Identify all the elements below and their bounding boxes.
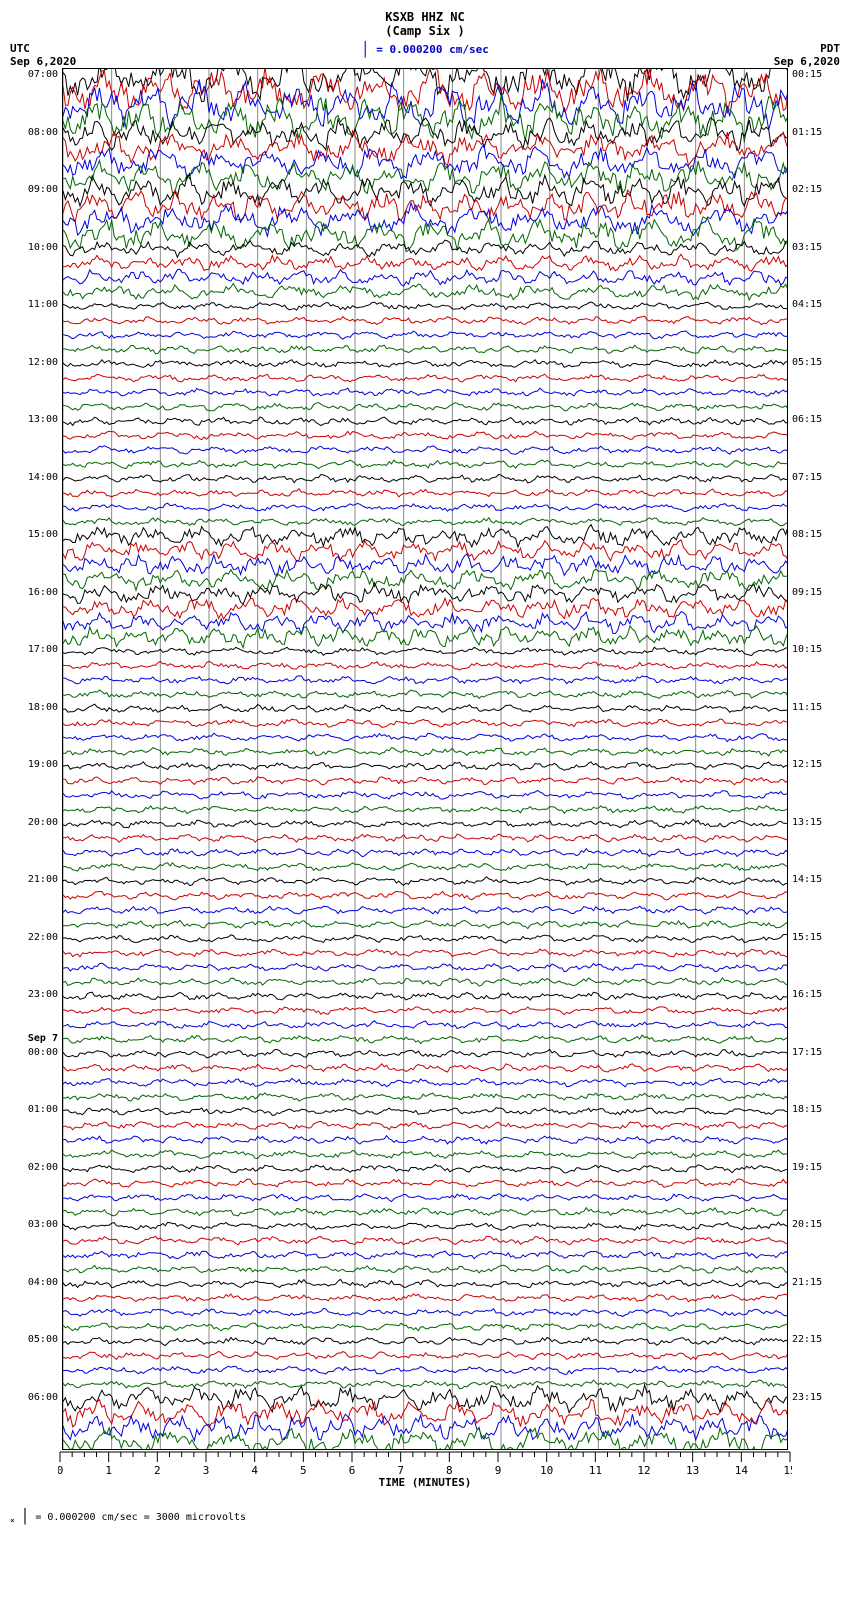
tz-left: UTC xyxy=(10,42,90,55)
utc-hour-label: 16:00 xyxy=(28,587,58,598)
utc-hour-label: 06:00 xyxy=(28,1392,58,1403)
svg-text:5: 5 xyxy=(300,1464,307,1477)
pdt-hour-label: 13:15 xyxy=(792,817,822,828)
footer: × │ = 0.000200 cm/sec = 3000 microvolts xyxy=(10,1509,840,1525)
plot-wrap: 07:00 08:00 09:00 10:00 11:00 12:00 13:00 14:00… xyxy=(10,68,840,1450)
pdt-hour-label: 14:15 xyxy=(792,874,822,885)
pdt-hour-label: 11:15 xyxy=(792,702,822,713)
pdt-hour-label: 16:15 xyxy=(792,989,822,1000)
pdt-hour-label: 03:15 xyxy=(792,242,822,253)
tz-right: PDT xyxy=(760,42,840,55)
pdt-hour-label: 15:15 xyxy=(792,932,822,943)
pdt-hour-label: 04:15 xyxy=(792,299,822,310)
svg-text:14: 14 xyxy=(735,1464,749,1477)
utc-hour-label: 20:00 xyxy=(28,817,58,828)
svg-text:9: 9 xyxy=(495,1464,502,1477)
pdt-hour-label: 19:15 xyxy=(792,1162,822,1173)
seismogram-plot xyxy=(62,68,788,1450)
pdt-hour-label: 01:15 xyxy=(792,127,822,138)
pdt-hour-label: 06:15 xyxy=(792,414,822,425)
utc-hour-label: 00:00 xyxy=(28,1047,58,1058)
header-left: UTC Sep 6,2020 xyxy=(10,42,90,68)
pdt-hour-label: 23:15 xyxy=(792,1392,822,1403)
pdt-hour-label: 10:15 xyxy=(792,644,822,655)
footer-mark: × xyxy=(10,1516,15,1525)
footer-bar-icon: │ xyxy=(21,1509,29,1525)
svg-text:15: 15 xyxy=(783,1464,792,1477)
utc-hour-label: 10:00 xyxy=(28,242,58,253)
svg-text:8: 8 xyxy=(446,1464,453,1477)
scale-text: = 0.000200 cm/sec xyxy=(376,43,489,56)
day-marker: Sep 7 xyxy=(28,1033,58,1044)
svg-text:13: 13 xyxy=(686,1464,699,1477)
utc-hour-label: 05:00 xyxy=(28,1334,58,1345)
utc-hour-label: 17:00 xyxy=(28,644,58,655)
date-right: Sep 6,2020 xyxy=(760,55,840,68)
pdt-hour-label: 07:15 xyxy=(792,472,822,483)
pdt-hour-label: 09:15 xyxy=(792,587,822,598)
station-title-1: KSXB HHZ NC xyxy=(10,10,840,24)
svg-text:7: 7 xyxy=(397,1464,404,1477)
svg-text:12: 12 xyxy=(637,1464,650,1477)
utc-hour-label: 23:00 xyxy=(28,989,58,1000)
date-left: Sep 6,2020 xyxy=(10,55,90,68)
svg-text:4: 4 xyxy=(251,1464,258,1477)
pdt-hour-label: 22:15 xyxy=(792,1334,822,1345)
scale-info: │ = 0.000200 cm/sec xyxy=(90,42,760,58)
pdt-hour-label: 17:15 xyxy=(792,1047,822,1058)
pdt-hour-label: 21:15 xyxy=(792,1277,822,1288)
utc-hour-label: 01:00 xyxy=(28,1104,58,1115)
x-axis: 0123456789101112131415 xyxy=(58,1450,792,1490)
footer-text: = 0.000200 cm/sec = 3000 microvolts xyxy=(35,1512,246,1523)
utc-hour-label: 04:00 xyxy=(28,1277,58,1288)
utc-hour-label: 09:00 xyxy=(28,184,58,195)
pdt-hour-label: 12:15 xyxy=(792,759,822,770)
svg-text:3: 3 xyxy=(203,1464,210,1477)
utc-labels-column: 07:00 08:00 09:00 10:00 11:00 12:00 13:00 14:00… xyxy=(10,68,62,1448)
svg-text:0: 0 xyxy=(58,1464,63,1477)
pdt-hour-label: 05:15 xyxy=(792,357,822,368)
svg-text:1: 1 xyxy=(105,1464,112,1477)
pdt-hour-label: 08:15 xyxy=(792,529,822,540)
header-row: UTC Sep 6,2020 │ = 0.000200 cm/sec PDT S… xyxy=(10,42,840,68)
utc-hour-label: 19:00 xyxy=(28,759,58,770)
pdt-hour-label: 20:15 xyxy=(792,1219,822,1230)
utc-hour-label: 12:00 xyxy=(28,357,58,368)
utc-hour-label: 03:00 xyxy=(28,1219,58,1230)
pdt-hour-label: 00:15 xyxy=(792,69,822,80)
pdt-hour-label: 02:15 xyxy=(792,184,822,195)
utc-hour-label: 11:00 xyxy=(28,299,58,310)
utc-hour-label: 21:00 xyxy=(28,874,58,885)
seismogram-svg xyxy=(63,69,788,1449)
utc-hour-label: 18:00 xyxy=(28,702,58,713)
svg-text:2: 2 xyxy=(154,1464,161,1477)
header-right: PDT Sep 6,2020 xyxy=(760,42,840,68)
utc-hour-label: 08:00 xyxy=(28,127,58,138)
utc-hour-label: 15:00 xyxy=(28,529,58,540)
utc-hour-label: 13:00 xyxy=(28,414,58,425)
station-title-2: (Camp Six ) xyxy=(10,24,840,38)
utc-hour-label: 02:00 xyxy=(28,1162,58,1173)
pdt-labels-column: 00:15 01:15 02:15 03:15 04:15 05:15 06:15 07:15… xyxy=(788,68,840,1448)
pdt-hour-label: 18:15 xyxy=(792,1104,822,1115)
utc-hour-label: 22:00 xyxy=(28,932,58,943)
svg-text:6: 6 xyxy=(349,1464,356,1477)
scale-bar-icon: │ xyxy=(361,42,369,58)
svg-text:11: 11 xyxy=(589,1464,602,1477)
utc-hour-label: 14:00 xyxy=(28,472,58,483)
seismogram-container: KSXB HHZ NC (Camp Six ) UTC Sep 6,2020 │… xyxy=(10,10,840,1525)
svg-text:10: 10 xyxy=(540,1464,553,1477)
utc-hour-label: 07:00 xyxy=(28,69,58,80)
x-axis-svg: 0123456789101112131415 xyxy=(58,1450,792,1490)
